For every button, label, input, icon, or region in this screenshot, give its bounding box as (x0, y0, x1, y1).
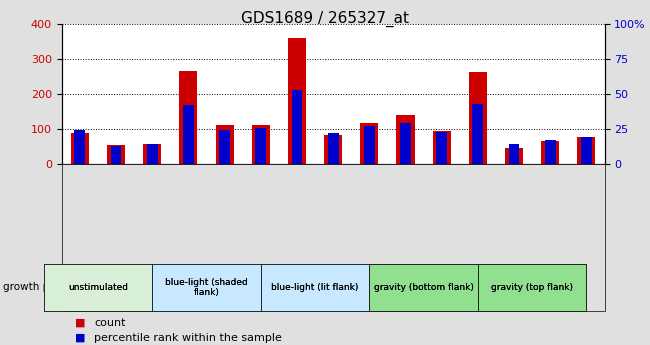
Text: unstimulated: unstimulated (68, 283, 128, 292)
Bar (143, 144, 161, 164)
Text: percentile rank within the sample: percentile rank within the sample (94, 333, 282, 343)
Bar (216, 126, 233, 164)
Bar (71, 133, 89, 164)
Bar (577, 137, 595, 164)
Bar (328, 133, 339, 164)
Bar (291, 90, 302, 164)
Text: blue-light (shaded
flank): blue-light (shaded flank) (165, 277, 248, 297)
Bar (183, 105, 194, 164)
Text: gravity (bottom flank): gravity (bottom flank) (374, 283, 473, 292)
Text: blue-light (lit flank): blue-light (lit flank) (271, 283, 359, 292)
Bar (396, 115, 415, 164)
Bar (111, 146, 122, 164)
Bar (219, 130, 230, 164)
Bar (400, 124, 411, 164)
Bar (505, 148, 523, 164)
Text: growth protocol ▶: growth protocol ▶ (3, 282, 97, 292)
Bar (147, 144, 158, 164)
Bar (433, 131, 450, 164)
Bar (107, 145, 125, 164)
Bar (469, 72, 487, 164)
Text: ■: ■ (75, 333, 85, 343)
Bar (74, 130, 85, 164)
Bar (541, 141, 559, 164)
Bar (508, 144, 519, 164)
Bar (545, 140, 556, 164)
Text: gravity (top flank): gravity (top flank) (491, 283, 573, 292)
Bar (324, 135, 342, 164)
Text: count: count (94, 318, 125, 327)
Bar (179, 71, 198, 164)
Text: ■: ■ (75, 318, 85, 327)
Bar (436, 132, 447, 164)
Text: blue-light (lit flank): blue-light (lit flank) (271, 283, 359, 292)
Text: gravity (bottom flank): gravity (bottom flank) (374, 283, 473, 292)
Text: unstimulated: unstimulated (68, 283, 128, 292)
Bar (581, 137, 592, 164)
Text: GDS1689 / 265327_at: GDS1689 / 265327_at (241, 10, 409, 27)
Bar (255, 128, 266, 164)
Bar (288, 38, 306, 164)
Bar (252, 126, 270, 164)
Text: gravity (top flank): gravity (top flank) (491, 283, 573, 292)
Bar (473, 104, 484, 164)
Bar (360, 123, 378, 164)
Bar (364, 126, 375, 164)
Text: blue-light (shaded
flank): blue-light (shaded flank) (165, 277, 248, 297)
